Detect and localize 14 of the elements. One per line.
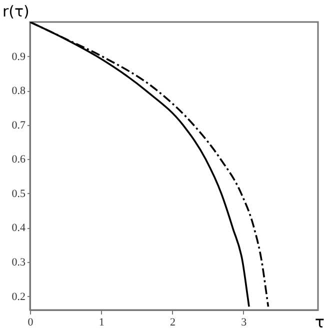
x-tick-label: 0 (28, 316, 34, 328)
x-tick-label: 3 (241, 316, 248, 328)
y-tick-label: 0.8 (12, 85, 26, 98)
y-tick-label: 0.7 (12, 119, 26, 132)
y-tick-label: 0.3 (12, 256, 26, 268)
x-tick-label: 1 (98, 316, 104, 328)
x-axis-title: τ (314, 312, 324, 331)
y-tick-label: 0.4 (12, 222, 26, 234)
y-tick-label: 0.9 (12, 50, 26, 63)
y-axis-title: r(τ) (2, 2, 30, 20)
y-tick-label: 0.6 (12, 154, 26, 166)
y-tick-label: 0.2 (12, 290, 26, 303)
y-tick-label: 0.5 (12, 188, 26, 200)
x-tick-label: 2 (170, 316, 176, 328)
